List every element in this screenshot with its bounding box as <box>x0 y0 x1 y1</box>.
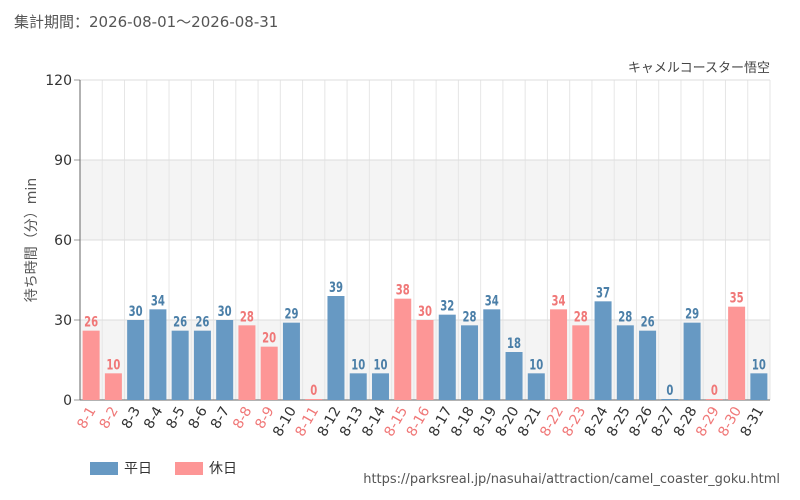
bar-8-4 <box>149 309 167 400</box>
bar-8-6 <box>193 330 211 400</box>
x-tick-label: 8-5 <box>163 404 188 432</box>
bar-8-5 <box>171 330 189 400</box>
value-label: 20 <box>262 329 276 346</box>
y-tick-label: 0 <box>63 393 72 409</box>
y-tick-label: 60 <box>54 233 72 249</box>
value-label: 37 <box>596 284 610 301</box>
value-label: 30 <box>218 303 232 320</box>
value-label: 29 <box>685 305 699 322</box>
bar-8-7 <box>216 320 234 400</box>
bar-8-8 <box>238 325 256 400</box>
bar-8-26 <box>639 330 657 400</box>
value-label: 0 <box>711 382 718 399</box>
bar-8-16 <box>416 320 434 400</box>
bar-8-22 <box>550 309 568 400</box>
source-url: https://parksreal.jp/nasuhai/attraction/… <box>363 472 780 487</box>
bar-8-11 <box>305 399 323 400</box>
value-label: 26 <box>195 313 209 330</box>
value-label: 26 <box>84 313 98 330</box>
legend-weekday-label: 平日 <box>124 461 152 477</box>
value-label: 29 <box>284 305 298 322</box>
x-tick-label: 8-8 <box>230 404 255 432</box>
bar-8-17 <box>438 314 456 400</box>
value-label: 10 <box>373 356 387 373</box>
plot-band <box>80 80 770 160</box>
bar-8-15 <box>394 298 412 400</box>
y-axis-label: 待ち時間（分）min <box>24 178 40 302</box>
bar-8-13 <box>349 373 367 400</box>
legend-holiday-label: 休日 <box>209 461 237 477</box>
bar-8-27 <box>661 399 679 400</box>
value-label: 32 <box>440 297 454 314</box>
value-label: 30 <box>129 303 143 320</box>
legend-holiday: 休日 <box>175 458 237 478</box>
bar-8-3 <box>127 320 145 400</box>
value-label: 34 <box>485 292 499 309</box>
bar-8-19 <box>483 309 501 400</box>
value-label: 26 <box>173 313 187 330</box>
x-tick-label: 8-6 <box>186 404 211 432</box>
value-label: 39 <box>329 279 343 296</box>
value-label: 30 <box>418 303 432 320</box>
x-tick-label: 8-2 <box>97 404 122 432</box>
bar-8-23 <box>572 325 590 400</box>
plot-band <box>80 240 770 320</box>
bar-8-2 <box>104 373 122 400</box>
legend-weekday: 平日 <box>90 458 152 478</box>
bar-8-29 <box>705 399 723 400</box>
bar-8-24 <box>594 301 612 400</box>
bar-8-20 <box>505 352 523 400</box>
value-label: 18 <box>507 335 521 352</box>
value-label: 0 <box>310 382 317 399</box>
bar-8-14 <box>371 373 389 400</box>
bar-8-25 <box>616 325 634 400</box>
value-label: 26 <box>641 313 655 330</box>
value-label: 34 <box>151 292 165 309</box>
x-tick-label: 8-1 <box>74 404 99 432</box>
y-tick-label: 30 <box>54 313 72 329</box>
value-label: 28 <box>463 308 477 325</box>
bar-8-18 <box>461 325 479 400</box>
bar-8-30 <box>728 306 746 400</box>
value-label: 34 <box>552 292 566 309</box>
y-tick-label: 90 <box>54 153 72 169</box>
bar-8-28 <box>683 322 701 400</box>
bar-8-12 <box>327 296 345 400</box>
value-label: 35 <box>730 289 744 306</box>
bar-8-10 <box>282 322 300 400</box>
plot-band <box>80 160 770 240</box>
x-tick-label: 8-3 <box>119 404 144 432</box>
value-label: 28 <box>618 308 632 325</box>
value-label: 10 <box>529 356 543 373</box>
value-label: 38 <box>396 281 410 298</box>
x-tick-label: 8-4 <box>141 404 166 432</box>
x-tick-label: 8-7 <box>208 404 233 432</box>
value-label: 10 <box>752 356 766 373</box>
legend-holiday-swatch <box>175 461 203 475</box>
y-tick-label: 120 <box>45 73 72 89</box>
value-label: 10 <box>106 356 120 373</box>
value-label: 28 <box>240 308 254 325</box>
chart-title: キャメルコースター悟空 <box>628 61 770 76</box>
value-label: 10 <box>351 356 365 373</box>
bar-8-31 <box>750 373 768 400</box>
value-label: 0 <box>666 382 673 399</box>
value-label: 28 <box>574 308 588 325</box>
period-label: 集計期間：2026-08-01～2026-08-31 <box>14 13 279 31</box>
bar-8-9 <box>260 346 278 400</box>
x-tick-label: 8-31 <box>738 404 768 440</box>
bar-8-21 <box>527 373 545 400</box>
bar-8-1 <box>82 330 100 400</box>
legend-weekday-swatch <box>90 461 118 475</box>
